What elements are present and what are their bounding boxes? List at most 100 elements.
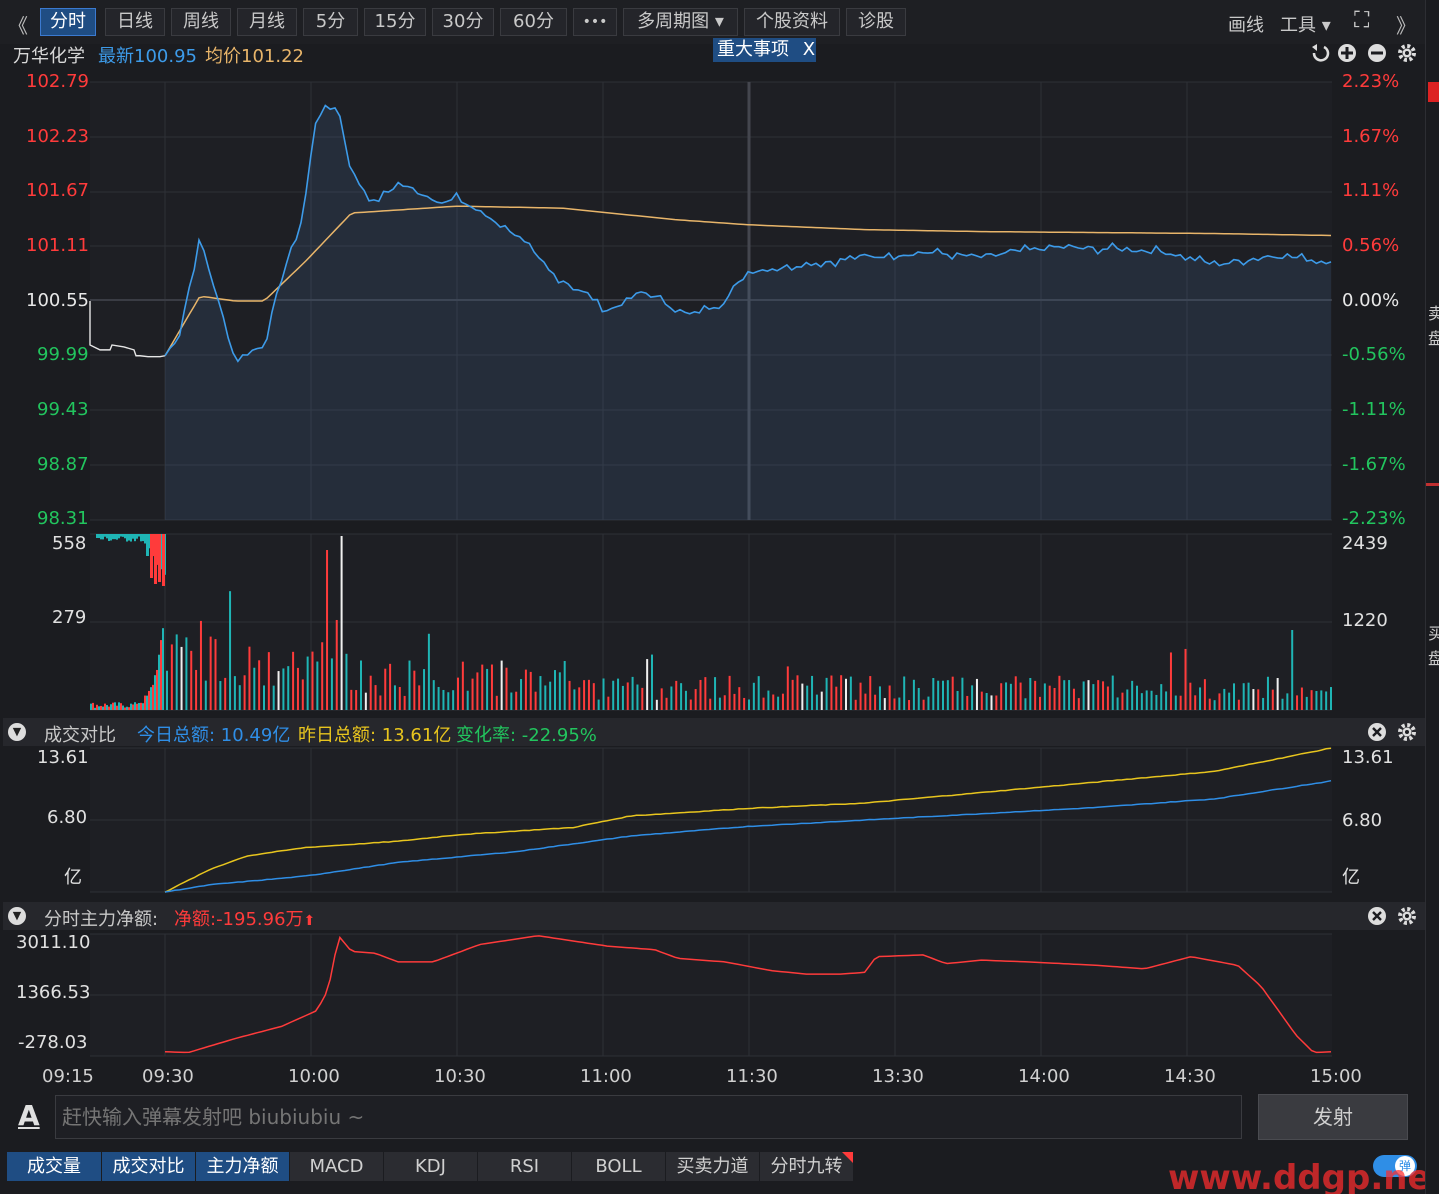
volume-bar [626,682,629,710]
compare-title: 成交对比 [44,725,116,746]
tab-buy-sell-force[interactable]: 买卖力道 [666,1152,760,1181]
multi-period-dropdown[interactable]: 多周期图 ▾ [623,8,738,36]
auction-bar [100,534,102,540]
danmaku-input[interactable] [55,1095,1242,1139]
tab-daily[interactable]: 日线 [105,8,165,36]
tab-compare[interactable]: 成交对比 [102,1152,196,1181]
volume-bar [287,666,290,710]
volume-bar [154,675,156,710]
volume-bar [94,707,96,710]
more-menu-button[interactable]: ••• [573,8,617,36]
tab-5min[interactable]: 5分 [303,8,358,36]
stock-info-button[interactable]: 个股资料 [744,8,840,36]
gear-icon[interactable] [1398,44,1416,62]
auction-bar [128,534,130,541]
price-label-6: 99.43 [37,399,89,420]
volume-bar [128,707,130,710]
tab-monthly[interactable]: 月线 [237,8,297,36]
volume-bar [1266,676,1269,710]
netflow-controls [1368,907,1416,925]
tab-30min[interactable]: 30分 [432,8,494,36]
volume-bar [1077,698,1080,710]
volume-bar [1106,686,1109,710]
volume-bar [120,703,122,710]
pct-label-7: -1.67% [1342,454,1406,475]
zoom-out-icon[interactable] [1368,44,1386,62]
yesterday-total: 昨日总额: 13.61亿 [298,725,452,746]
tab-volume[interactable]: 成交量 [7,1152,102,1181]
volume-bar [684,690,687,710]
collapse-icon[interactable]: ▼ [8,723,26,741]
side-divider [1426,483,1439,486]
tab-weekly[interactable]: 周线 [171,8,231,36]
auction-bar [110,534,112,541]
tab-60min[interactable]: 60分 [500,8,567,36]
volume-bar [1271,689,1274,710]
volume-bar [1315,691,1318,710]
tab-boll[interactable]: BOLL [572,1152,666,1181]
volume-bar [447,692,450,710]
volume-bar [728,675,731,710]
tab-rsi[interactable]: RSI [478,1152,572,1181]
volume-bar [427,633,430,710]
time-label-1100: 11:00 [580,1066,632,1087]
volume-bar [156,669,158,710]
forward-arrow-icon[interactable]: 》 [1396,14,1416,38]
volume-bar [398,687,401,710]
volume-bar [767,690,770,710]
volume-bar [859,682,862,710]
volume-bar [1160,684,1163,710]
tab-kdj[interactable]: KDJ [384,1152,478,1181]
gear-icon[interactable] [1398,907,1416,925]
time-label-1330: 13:30 [872,1066,924,1087]
volume-bar [258,660,261,710]
volume-bar [1150,690,1153,710]
volume-bar [335,619,338,710]
volume-bar [457,677,459,710]
draw-line-button[interactable]: 画线 [1228,15,1264,36]
tab-nine-turn[interactable]: 分时九转 [760,1152,854,1181]
volume-bar [670,686,673,710]
gear-icon[interactable] [1398,723,1416,741]
expand-icon[interactable]: ⛶ [1354,8,1370,33]
major-events-label: 重大事项 [717,39,789,60]
volume-bar [980,691,983,710]
danmaku-toggle[interactable]: 弹 [1373,1155,1417,1177]
collapse-icon[interactable]: ▼ [8,907,26,925]
volume-bar [364,692,367,710]
volume-bar [534,691,537,710]
volume-bar [1203,679,1206,710]
tab-minute[interactable]: 分时 [40,8,96,36]
major-events-button[interactable]: 重大事项 X [713,38,816,62]
tab-15min[interactable]: 15分 [364,8,426,36]
volume-bar [1237,699,1240,710]
side-label-buy: 买 [1428,620,1439,644]
volume-bar [723,695,726,710]
time-label-0915: 09:15 [42,1066,94,1087]
back-arrow-icon[interactable]: 《 [8,14,28,38]
volume-bar [263,685,265,710]
close-panel-icon[interactable] [1368,723,1386,741]
cmp-label-1: 6.80 [47,807,88,828]
volume-bar [845,678,847,710]
font-style-icon[interactable]: A [18,1099,40,1132]
zoom-in-icon[interactable] [1338,44,1356,62]
send-button[interactable]: 发射 [1258,1094,1408,1140]
diagnose-button[interactable]: 诊股 [846,8,906,36]
volume-bar [1165,691,1168,710]
volume-bar [136,703,138,710]
volume-bar [505,667,508,710]
tab-netflow[interactable]: 主力净额 [196,1152,290,1181]
close-panel-icon[interactable] [1368,907,1386,925]
volume-bar [854,699,857,710]
tab-macd[interactable]: MACD [290,1152,384,1181]
time-label-1130: 11:30 [726,1066,778,1087]
volume-bar [612,680,615,710]
volume-bar [975,678,978,710]
volume-bar [1126,689,1129,710]
volume-bar [912,679,915,710]
undo-icon[interactable] [1312,44,1330,62]
close-icon[interactable]: X [802,39,816,60]
volume-bar [98,706,100,710]
tools-dropdown[interactable]: 工具 ▾ [1280,15,1331,36]
